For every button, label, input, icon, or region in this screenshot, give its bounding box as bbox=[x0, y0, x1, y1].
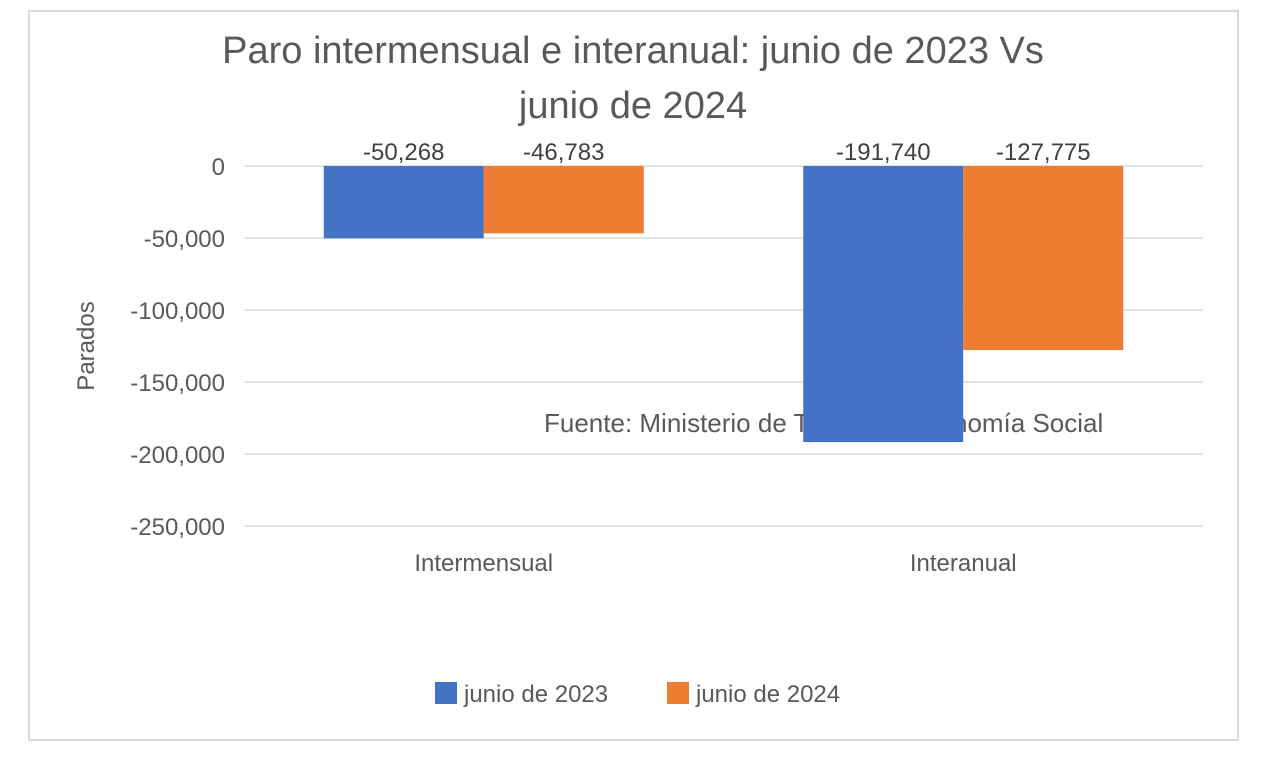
data-label: -191,740 bbox=[836, 139, 931, 166]
legend[interactable]: junio de 2023 junio de 2024 bbox=[435, 681, 840, 708]
y-tick-label: -50,000 bbox=[144, 226, 225, 253]
data-label: -50,268 bbox=[363, 139, 444, 166]
y-tick-label: 0 bbox=[212, 154, 225, 181]
legend-label: junio de 2023 bbox=[463, 681, 608, 708]
y-tick-label: -150,000 bbox=[130, 370, 225, 397]
data-labels: -50,268 -46,783 -191,740 -127,775 bbox=[363, 139, 1091, 166]
y-tick-label: -250,000 bbox=[130, 514, 225, 541]
chart-title-line-1: Paro intermensual e interanual: junio de… bbox=[222, 30, 1044, 72]
legend-swatch bbox=[435, 682, 457, 704]
y-tick-label: -200,000 bbox=[130, 442, 225, 469]
x-tick-label: Intermensual bbox=[414, 550, 553, 577]
chart-frame bbox=[28, 10, 1239, 741]
data-label: -46,783 bbox=[523, 139, 604, 166]
bar-2-2[interactable] bbox=[963, 166, 1124, 350]
chart-title-line-2: junio de 2024 bbox=[518, 85, 747, 127]
bar-1-1[interactable] bbox=[323, 166, 484, 239]
x-axis-ticks: Intermensual Interanual bbox=[414, 550, 1016, 577]
legend-label: junio de 2024 bbox=[695, 681, 840, 708]
data-label: -127,775 bbox=[996, 139, 1091, 166]
bars bbox=[323, 166, 1124, 443]
chart-title: Paro intermensual e interanual: junio de… bbox=[222, 30, 1044, 127]
bar-2-1[interactable] bbox=[483, 166, 644, 234]
y-axis-ticks: 0 -50,000 -100,000 -150,000 -200,000 -250,000 bbox=[130, 154, 225, 541]
y-tick-label: -100,000 bbox=[130, 298, 225, 325]
legend-swatch bbox=[667, 682, 689, 704]
bar-1-2[interactable] bbox=[803, 166, 964, 443]
x-tick-label: Interanual bbox=[910, 550, 1017, 577]
y-axis-title: Parados bbox=[73, 301, 100, 390]
